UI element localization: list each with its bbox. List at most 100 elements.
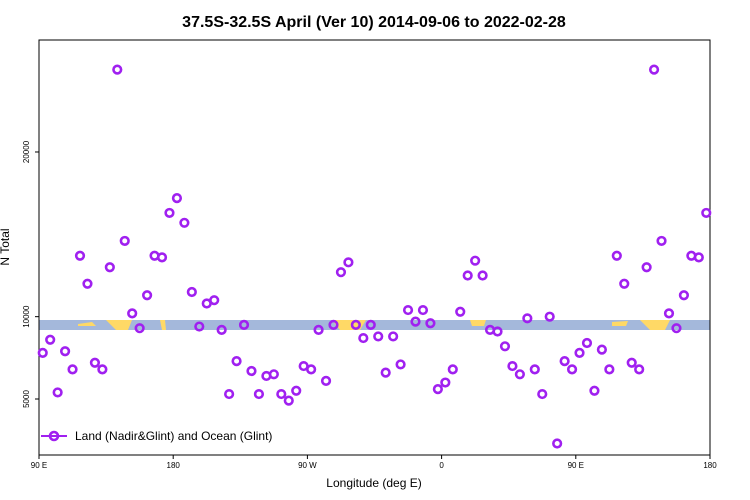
data-point xyxy=(462,270,473,281)
data-point xyxy=(455,306,466,317)
y-axis-title: N Total xyxy=(0,228,12,265)
data-point xyxy=(410,316,421,327)
data-point xyxy=(320,375,332,386)
data-point xyxy=(574,347,585,358)
data-point xyxy=(268,369,279,380)
data-point xyxy=(537,388,548,400)
data-point xyxy=(112,64,123,75)
data-point xyxy=(388,331,399,342)
data-point xyxy=(529,364,540,375)
data-point xyxy=(127,308,138,319)
land-patch xyxy=(160,320,166,330)
data-point xyxy=(365,319,376,331)
data-point xyxy=(693,252,704,263)
data-point xyxy=(701,207,712,219)
data-point xyxy=(209,295,220,306)
data-point xyxy=(335,267,347,278)
data-point xyxy=(37,347,48,358)
x-tick-label: 90 W xyxy=(298,461,317,470)
data-point xyxy=(89,357,101,368)
data-point xyxy=(566,364,578,375)
x-axis-title: Longitude (deg E) xyxy=(326,476,421,490)
data-point xyxy=(395,359,406,370)
data-point xyxy=(74,250,86,261)
data-point xyxy=(470,255,481,266)
x-tick-label: 180 xyxy=(703,461,717,470)
data-point xyxy=(559,356,570,367)
data-point xyxy=(246,365,257,377)
legend: Land (Nadir&Glint) and Ocean (Glint) xyxy=(41,429,272,443)
data-point xyxy=(134,323,145,334)
data-point xyxy=(253,388,265,400)
data-point xyxy=(194,321,205,332)
data-point xyxy=(477,270,488,281)
data-point xyxy=(238,319,250,331)
data-points xyxy=(37,64,712,449)
data-point xyxy=(52,387,63,398)
data-point xyxy=(544,311,555,322)
legend-marker xyxy=(48,430,60,442)
data-point xyxy=(350,319,361,331)
data-point xyxy=(328,319,339,331)
plot-frame xyxy=(38,39,711,456)
land-patch xyxy=(78,322,96,326)
data-point xyxy=(604,364,615,375)
data-point xyxy=(276,388,287,400)
x-tick-label: 0 xyxy=(439,461,444,470)
y-tick-label: 20000 xyxy=(22,140,31,163)
data-point xyxy=(648,64,660,75)
data-point xyxy=(417,304,429,316)
data-point xyxy=(186,286,197,298)
data-point xyxy=(552,438,563,449)
data-point xyxy=(171,192,183,204)
data-point xyxy=(343,257,354,268)
data-point xyxy=(678,290,690,301)
data-point xyxy=(589,385,600,396)
data-point xyxy=(626,357,637,368)
data-point xyxy=(671,323,682,334)
data-point xyxy=(283,395,294,406)
x-tick-label: 90 E xyxy=(31,461,47,470)
data-point xyxy=(440,377,451,388)
data-point xyxy=(380,367,391,378)
x-tick-label: 180 xyxy=(167,461,181,470)
data-point xyxy=(179,217,190,228)
data-point xyxy=(97,364,108,375)
data-point xyxy=(45,334,56,345)
data-point xyxy=(447,364,458,375)
data-point xyxy=(514,369,525,380)
data-point xyxy=(663,308,675,319)
data-point xyxy=(634,364,645,375)
data-point xyxy=(581,337,593,349)
data-point xyxy=(119,235,130,247)
data-point xyxy=(291,385,302,396)
data-point xyxy=(425,318,436,329)
data-point xyxy=(373,331,384,342)
data-point xyxy=(224,388,235,400)
y-tick-label: 5000 xyxy=(22,390,31,408)
data-point xyxy=(67,364,78,375)
data-point xyxy=(596,344,607,355)
y-tick-label: 10000 xyxy=(22,305,31,328)
data-point xyxy=(522,313,533,324)
data-point xyxy=(611,250,622,261)
axis-ticks: 90 E 180 90 W 0 90 E 180 5000 10000 20000 xyxy=(22,140,717,470)
data-point xyxy=(641,262,652,273)
x-tick-label: 90 E xyxy=(568,461,584,470)
data-point xyxy=(402,304,414,316)
data-point xyxy=(313,324,324,335)
legend-label: Land (Nadir&Glint) and Ocean (Glint) xyxy=(75,429,272,443)
land-patch xyxy=(106,320,132,330)
data-point xyxy=(59,346,71,357)
data-point xyxy=(492,326,503,337)
data-point xyxy=(499,341,511,352)
land-patch xyxy=(470,320,486,326)
data-point xyxy=(507,360,518,372)
chart-title: 37.5S-32.5S April (Ver 10) 2014-09-06 to… xyxy=(182,14,566,31)
data-point xyxy=(156,252,168,263)
data-point xyxy=(104,262,115,273)
data-point xyxy=(619,278,630,289)
data-point xyxy=(358,332,369,344)
data-point xyxy=(432,384,443,395)
